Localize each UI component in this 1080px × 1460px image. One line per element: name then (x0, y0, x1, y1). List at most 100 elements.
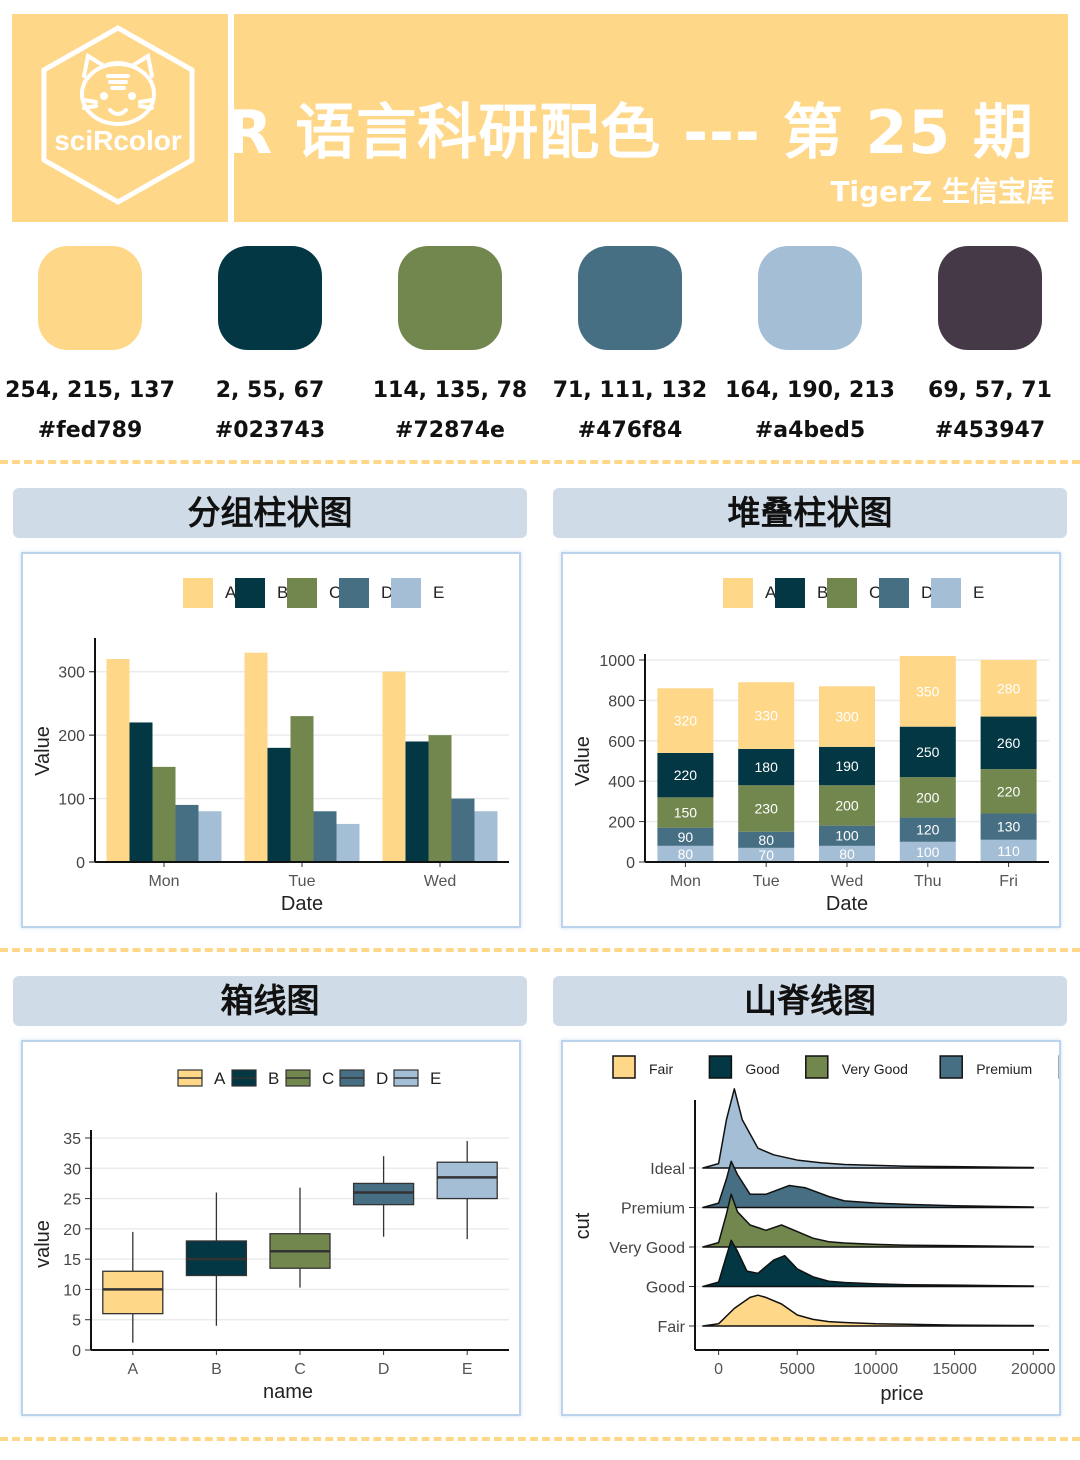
y-tick-label: 0 (626, 855, 635, 872)
bar (313, 811, 337, 862)
y-tick-label: 1000 (599, 653, 635, 670)
y-tick-label: 0 (76, 855, 85, 872)
legend-key (931, 578, 961, 608)
y-axis-title: Value (572, 736, 594, 786)
bar-segment (657, 688, 714, 753)
color-swatch (38, 246, 142, 350)
bar-segment (899, 841, 956, 862)
data-label: 80 (758, 832, 774, 848)
bar-segment (980, 839, 1037, 862)
y-tick-label: Fair (657, 1319, 685, 1336)
panel-title-ridgeline: 山脊线图 (553, 976, 1067, 1026)
legend-label: E (433, 583, 444, 602)
bar-segment (980, 813, 1037, 840)
legend-label: C (869, 583, 881, 602)
density-ridge (702, 1160, 1035, 1209)
data-label: 200 (835, 797, 859, 813)
y-tick-label: Premium (621, 1201, 685, 1218)
bar-segment (657, 797, 714, 828)
legend-key (287, 578, 317, 608)
grouped-bar-panel: A B C D E 0 100 200 300 Mon Tue Wed Date Value (21, 552, 521, 928)
data-label: 130 (997, 819, 1021, 835)
x-tick-label: Fri (999, 873, 1018, 890)
legend-label: B (268, 1069, 279, 1088)
x-tick-label: 20000 (1011, 1361, 1056, 1378)
page-subtitle: TigerZ 生信宝库 (830, 175, 1054, 208)
data-label: 300 (835, 709, 859, 725)
bar (267, 747, 291, 862)
rgb-label: 164, 190, 213 (725, 378, 895, 403)
bar-segment (980, 660, 1037, 717)
y-axis-title: Value (32, 726, 54, 776)
density-ridge (702, 1239, 1035, 1288)
x-axis-title: Date (826, 893, 868, 915)
y-tick-label: Good (646, 1280, 685, 1297)
data-label: 120 (916, 822, 940, 838)
y-tick-label: 200 (608, 815, 635, 832)
density-ridge (702, 1193, 1035, 1248)
data-label: 220 (997, 783, 1021, 799)
bar-segment (738, 785, 795, 832)
y-tick-label: 35 (63, 1131, 81, 1148)
logo-panel: sciRcolor (12, 14, 228, 222)
legend-key (235, 578, 265, 608)
data-label: 90 (678, 829, 694, 845)
x-tick-label: Mon (148, 873, 179, 890)
page-title: R 语言科研配色 --- 第 25 期 (226, 98, 1034, 168)
x-tick-label: B (211, 1361, 222, 1378)
data-label: 260 (997, 735, 1021, 751)
bar-segment (980, 716, 1037, 770)
bar-segment (657, 827, 714, 846)
hex-label: #fed789 (37, 418, 143, 443)
bar-segment (819, 746, 875, 786)
bar (474, 811, 498, 862)
bar (382, 671, 406, 862)
panel-title-stacked: 堆叠柱状图 (553, 488, 1067, 538)
data-label: 350 (916, 683, 940, 699)
legend-key (827, 578, 857, 608)
x-tick-label: D (378, 1361, 390, 1378)
bar (175, 804, 199, 862)
bar (244, 652, 268, 862)
legend-label: B (277, 583, 288, 602)
legend-label: A (225, 583, 237, 602)
y-tick-label: 300 (58, 665, 85, 682)
x-tick-label: E (462, 1361, 473, 1378)
bar-segment (819, 845, 875, 862)
legend-key (612, 1055, 636, 1079)
bar (336, 823, 360, 862)
legend-label: E (973, 583, 984, 602)
legend-label: D (381, 583, 393, 602)
y-tick-label: 200 (58, 728, 85, 745)
density-ridge (702, 1294, 1035, 1327)
ridgeline-chart: Fair Good Very Good Premium Ideal 0 5000 10000 1… (572, 1055, 1080, 1405)
x-tick-label: 5000 (779, 1361, 815, 1378)
y-tick-label: 5 (72, 1313, 81, 1330)
data-label: 280 (997, 680, 1021, 696)
legend-key (183, 578, 213, 608)
legend-label: D (376, 1069, 388, 1088)
y-tick-label: 15 (63, 1252, 81, 1269)
x-tick-label: 10000 (854, 1361, 899, 1378)
y-tick-label: Very Good (609, 1240, 685, 1257)
bar-segment (657, 752, 714, 798)
y-tick-label: 400 (608, 774, 635, 791)
legend-label: C (322, 1069, 334, 1088)
y-tick-label: Ideal (650, 1161, 685, 1178)
legend-key (939, 1055, 963, 1079)
bar-segment (899, 777, 956, 818)
y-tick-label: 20 (63, 1222, 81, 1239)
x-axis-title: Date (281, 893, 323, 915)
legend-label: Very Good (842, 1061, 908, 1077)
legend-key (339, 578, 369, 608)
grouped-bar-chart: A B C D E 0 100 200 300 Mon Tue Wed Date Value (32, 578, 509, 915)
stacked-bar-chart: A B C D E020040060080010008090150220320Mon70… (572, 578, 1049, 915)
data-label: 190 (835, 758, 859, 774)
x-tick-label: 15000 (932, 1361, 977, 1378)
bar-segment (738, 831, 795, 848)
bar-segment (657, 845, 714, 862)
box (436, 1161, 498, 1200)
bar-segment (738, 748, 795, 786)
